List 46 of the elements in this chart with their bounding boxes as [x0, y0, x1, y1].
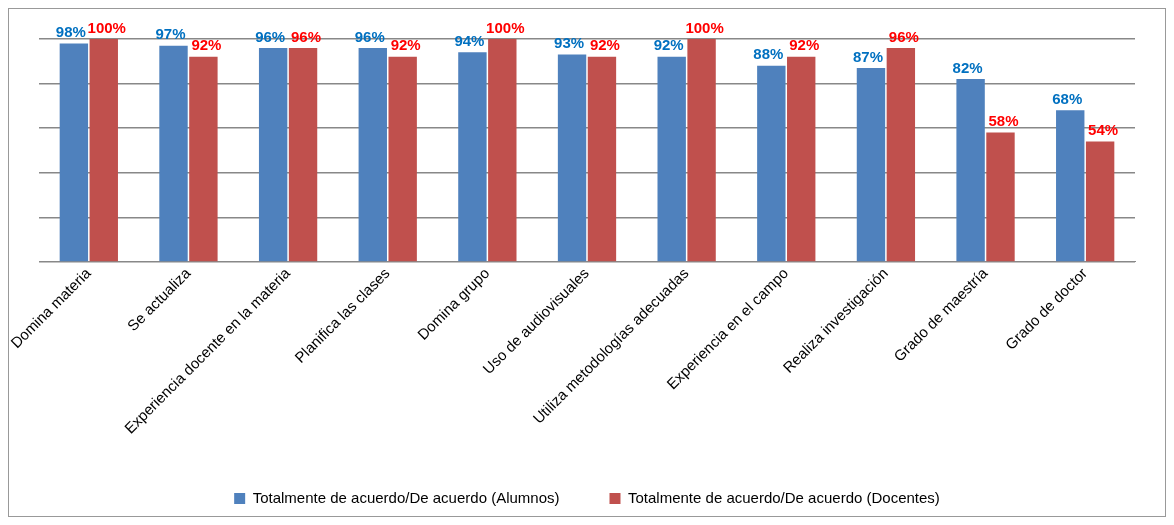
- bar: [587, 56, 617, 262]
- data-label: 100%: [486, 18, 525, 36]
- bar: [986, 132, 1015, 262]
- data-label: 54%: [1088, 121, 1119, 139]
- bar: [388, 56, 417, 262]
- bar: [856, 67, 886, 262]
- data-label: 100%: [87, 18, 126, 36]
- bar: [886, 47, 916, 262]
- data-label: 96%: [255, 27, 286, 45]
- bar: [1056, 110, 1085, 262]
- data-label: 88%: [753, 45, 784, 63]
- data-label: 92%: [589, 36, 620, 54]
- data-label: 100%: [685, 18, 724, 36]
- bar: [557, 54, 587, 262]
- data-label: 96%: [291, 27, 322, 45]
- bar: [687, 39, 716, 262]
- bar: [59, 43, 89, 262]
- bar: [787, 56, 816, 262]
- data-label: 68%: [1052, 89, 1083, 107]
- bar: [657, 56, 686, 262]
- bar: [288, 47, 318, 262]
- bar: [488, 39, 517, 262]
- bar: [458, 52, 487, 262]
- bar: [189, 56, 218, 262]
- bar: [258, 47, 288, 262]
- bar: [358, 47, 387, 262]
- bar: [159, 45, 188, 262]
- data-label: 98%: [55, 23, 86, 41]
- data-label: 58%: [988, 112, 1019, 130]
- data-label: 92%: [653, 36, 684, 54]
- data-label: 96%: [354, 27, 385, 45]
- data-label: 96%: [888, 27, 919, 45]
- bar: [1085, 141, 1115, 262]
- data-label: 92%: [191, 36, 222, 54]
- bar: [956, 79, 985, 262]
- data-label: 97%: [155, 25, 186, 43]
- data-label: 87%: [852, 47, 883, 65]
- data-label: 92%: [390, 36, 421, 54]
- legend-label: Totalmente de acuerdo/De acuerdo (Docentes): [628, 488, 940, 506]
- bar: [757, 65, 786, 262]
- data-label: 93%: [554, 34, 585, 52]
- data-label: 82%: [952, 58, 983, 76]
- data-label: 92%: [789, 36, 820, 54]
- data-label: 94%: [454, 32, 485, 50]
- bar: [89, 39, 118, 262]
- legend-label: Totalmente de acuerdo/De acuerdo (Alumnos): [252, 488, 560, 506]
